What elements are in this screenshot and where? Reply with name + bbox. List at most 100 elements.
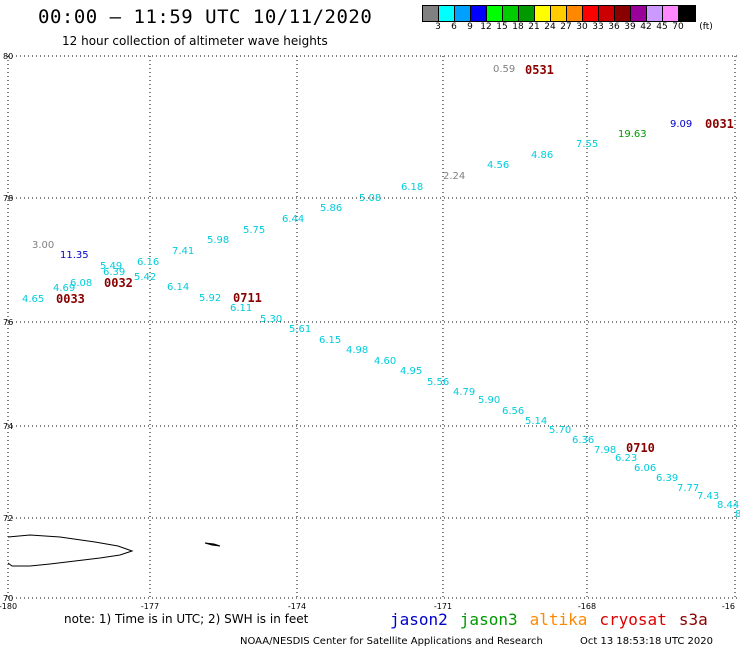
axis-tick-label: -168 [578, 602, 596, 611]
wave-height-value: 5.86 [320, 203, 342, 214]
colorbar-label: 39 [624, 22, 636, 32]
colorbar-label: 12 [480, 22, 492, 32]
wave-height-value: 4.56 [487, 160, 509, 171]
colorbar-swatch [663, 6, 679, 21]
axis-tick-label: 70 [3, 594, 13, 603]
wave-height-value: 5.90 [478, 395, 500, 406]
satellite-legend: jason2 jason3 altika cryosat s3a [390, 610, 720, 629]
wave-height-value: 5.30 [260, 314, 282, 325]
legend-satellite-cryosat: cryosat [599, 610, 667, 629]
wave-height-value: 4.98 [346, 345, 368, 356]
wave-height-value: 4.60 [374, 356, 396, 367]
pass-time-label: 0711 [233, 291, 262, 305]
colorbar-label: 6 [451, 22, 457, 32]
credit-text: NOAA/NESDIS Center for Satellite Applica… [240, 636, 543, 647]
wave-height-value: 5.49 [100, 261, 122, 272]
wave-height-value: 6.39 [103, 267, 125, 278]
wave-height-value: 6.08 [70, 278, 92, 289]
colorbar-swatch [487, 6, 503, 21]
colorbar-swatch [535, 6, 551, 21]
wave-height-value: 6.36 [572, 435, 594, 446]
wave-height-value: 8.44 [717, 500, 739, 511]
wave-height-value: 4.95 [400, 366, 422, 377]
colorbar-label: 45 [656, 22, 668, 32]
land-outlines [7, 534, 221, 567]
axis-tick-label: -174 [288, 602, 306, 611]
pass-time-label: 0032 [104, 276, 133, 290]
wave-height-value: 5.70 [549, 425, 571, 436]
colorbar-swatch [615, 6, 631, 21]
wave-height-value: 11.35 [60, 250, 89, 261]
colorbar-label: 9 [467, 22, 473, 32]
coastline-west [7, 534, 134, 567]
colorbar-swatch [567, 6, 583, 21]
colorbar-swatch [647, 6, 663, 21]
wave-height-value: 4.79 [453, 387, 475, 398]
wave-height-value: 5.75 [243, 225, 265, 236]
colorbar-swatch [551, 6, 567, 21]
small-island [204, 542, 221, 547]
wave-height-value: 7.41 [172, 246, 194, 257]
colorbar-label: 33 [592, 22, 604, 32]
wave-height-value: 7.55 [576, 139, 598, 150]
timestamp-text: Oct 13 18:53:18 UTC 2020 [580, 636, 713, 647]
colorbar-swatch [423, 6, 439, 21]
colorbar-swatch [471, 6, 487, 21]
axis-tick-label: 74 [3, 422, 13, 431]
wave-height-value: 6.11 [230, 303, 252, 314]
wave-height-value: 5.61 [289, 324, 311, 335]
map-footer: NOAA/NESDIS Center for Satellite Applica… [240, 636, 740, 647]
wave-height-value: 6.56 [502, 406, 524, 417]
wave-height-value: 9.09 [670, 119, 692, 130]
pass-time-label: 0031 [705, 117, 734, 131]
axis-tick-label: -171 [434, 602, 452, 611]
colorbar-swatch [679, 6, 695, 21]
wave-height-value: 8 [735, 509, 740, 520]
wave-height-value: 6.15 [319, 335, 341, 346]
colorbar-swatch [583, 6, 599, 21]
wave-height-value: 6.23 [615, 453, 637, 464]
pass-time-label: 0033 [56, 292, 85, 306]
wave-height-value: 7.77 [677, 483, 699, 494]
wave-height-value: 7.43 [697, 491, 719, 502]
colorbar-swatch [599, 6, 615, 21]
colorbar-label: 15 [496, 22, 508, 32]
wave-height-value: 4.65 [22, 294, 44, 305]
colorbar-swatch [631, 6, 647, 21]
axis-tick-label: 76 [3, 318, 13, 327]
wave-height-value: 5.08 [359, 193, 381, 204]
axis-tick-label: -16 [722, 602, 735, 611]
colorbar-label: 24 [544, 22, 556, 32]
wave-height-value: 5.56 [427, 377, 449, 388]
wave-height-value: 3.00 [32, 240, 54, 251]
wave-height-value: 5.14 [525, 416, 547, 427]
legend-satellite-s3a: s3a [678, 610, 708, 629]
wave-height-value: 0.59 [493, 64, 515, 75]
axis-labels: -180 -177 -174 -171 -168 -16 80 78 76 74 72 70 [0, 52, 735, 611]
colorbar-label: 3 [435, 22, 441, 32]
wave-height-value: 6.06 [634, 463, 656, 474]
colorbar-label: 70 [672, 22, 684, 32]
axis-tick-label: 72 [3, 514, 13, 523]
colorbar-swatch [503, 6, 519, 21]
pass-time-labels: 0531 0031 0033 0032 0711 0710 [56, 63, 734, 455]
colorbar-unit: (ft) [699, 22, 713, 32]
axis-tick-label: -180 [0, 602, 17, 611]
colorbar-label: 30 [576, 22, 588, 32]
wave-height-value: 5.98 [207, 235, 229, 246]
wave-height-value: 4.86 [531, 150, 553, 161]
wave-height-value: 5.42 [134, 272, 156, 283]
wave-height-value: 6.18 [401, 182, 423, 193]
map-subtitle: 12 hour collection of altimeter wave hei… [62, 34, 328, 48]
colorbar-swatch [439, 6, 455, 21]
wave-height-value: 2.24 [443, 171, 465, 182]
pass-time-label: 0710 [626, 441, 655, 455]
colorbar-swatch [519, 6, 535, 21]
legend-satellite-jason3: jason3 [459, 610, 518, 629]
axis-tick-label: -177 [141, 602, 159, 611]
map-title: 00:00 – 11:59 UTC 10/11/2020 [38, 6, 373, 28]
wave-height-value: 6.14 [167, 282, 189, 293]
wave-height-value: 5.92 [199, 293, 221, 304]
legend-satellite-jason2: jason2 [390, 610, 448, 629]
